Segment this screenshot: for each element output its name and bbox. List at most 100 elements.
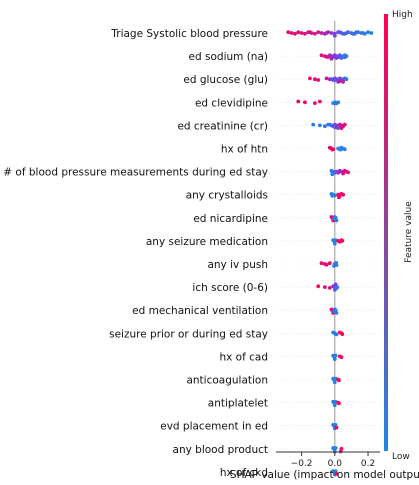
shap-point — [337, 401, 341, 406]
shap-point — [317, 123, 322, 128]
shap-point — [332, 357, 337, 361]
shap-point — [324, 262, 329, 267]
feature-label: ed creatinine (cr) — [177, 120, 268, 132]
shap-point — [303, 100, 307, 105]
feature-label: evd placement in ed — [160, 421, 268, 433]
shap-point — [316, 78, 321, 82]
shap-point — [334, 101, 339, 106]
feature-label: hx of htn — [221, 144, 268, 156]
shap-point — [296, 30, 301, 35]
shap-point — [334, 332, 339, 337]
feature-label: ich score (0-6) — [192, 282, 268, 294]
shap-point — [333, 353, 338, 358]
shap-point — [334, 471, 339, 476]
shap-point — [334, 56, 339, 60]
shap-point — [324, 55, 329, 59]
shap-point — [312, 101, 317, 105]
shap-point — [303, 31, 307, 36]
colorbar-low-label: Low — [392, 452, 410, 462]
shap-point — [312, 77, 317, 82]
shap-point — [332, 309, 336, 314]
feature-label: anticoagulation — [186, 375, 268, 387]
shap-point — [342, 122, 347, 127]
shap-point — [341, 171, 346, 176]
feature-label: seizure prior or during ed stay — [109, 328, 268, 340]
shap-point — [330, 172, 335, 177]
shap-point — [346, 170, 350, 175]
shap-point — [337, 378, 341, 383]
shap-point — [332, 217, 336, 221]
shap-point — [286, 30, 291, 35]
shap-point — [330, 147, 335, 152]
shap-point — [329, 56, 334, 61]
colorbar-high-label: High — [392, 10, 413, 20]
shap-point — [332, 78, 337, 83]
shap-point — [332, 33, 337, 38]
shap-point — [327, 261, 332, 266]
shap-point — [332, 241, 337, 246]
shap-point — [339, 355, 344, 360]
feature-label: any blood product — [173, 444, 268, 456]
shap-point — [341, 31, 346, 36]
shap-point — [339, 56, 344, 60]
shap-point — [311, 122, 316, 127]
feature-label: ed glucose (glu) — [183, 74, 268, 86]
shap-point — [332, 264, 336, 268]
feature-label: antiplatelet — [208, 398, 268, 410]
feature-label: any seizure medication — [146, 236, 268, 248]
feature-label: ed clevidipine — [195, 97, 268, 109]
shap-point — [293, 31, 297, 36]
shap-point — [329, 31, 334, 35]
feature-gridlines — [278, 32, 378, 473]
shap-point — [338, 147, 343, 152]
shap-point — [319, 261, 324, 266]
shap-point — [331, 101, 336, 105]
shap-point — [289, 31, 294, 35]
shap-point — [322, 285, 327, 289]
shap-point — [312, 31, 317, 36]
shap-point — [299, 31, 304, 35]
feature-label: hx of ckd — [220, 467, 268, 479]
colorbar-gradient — [384, 14, 388, 451]
feature-labels: Triage Systolic blood pressure ed sodium … — [0, 28, 268, 479]
shap-point — [324, 31, 329, 35]
shap-point — [351, 31, 355, 36]
shap-point — [337, 330, 342, 335]
shap-point — [319, 31, 324, 35]
x-tick-label: −0.2 — [291, 459, 313, 469]
shap-point — [332, 380, 337, 385]
shap-point — [322, 124, 327, 129]
x-axis-title: SHAP value (impact on model output) — [230, 469, 419, 481]
shap-point — [333, 446, 338, 450]
x-tick-label: 0.2 — [361, 459, 375, 469]
shap-point — [354, 30, 359, 35]
shap-point — [332, 287, 337, 292]
shap-point — [329, 77, 334, 82]
shap-point — [341, 192, 346, 197]
shap-point — [308, 76, 312, 81]
colorbar-title: Feature value — [404, 201, 414, 263]
feature-value-colorbar: High Low Feature value — [384, 10, 414, 462]
shap-point — [340, 239, 345, 243]
shap-point — [337, 30, 342, 35]
feature-label: any iv push — [207, 259, 268, 271]
shap-point — [337, 195, 341, 200]
shap-point — [339, 126, 344, 130]
shap-point — [341, 80, 346, 84]
shap-point — [342, 55, 347, 60]
shap-point — [324, 76, 329, 81]
shap-point — [330, 193, 335, 198]
feature-label: ed mechanical ventilation — [132, 305, 268, 317]
x-axis: −0.2 0.0 0.2 — [276, 451, 380, 469]
shap-point — [342, 147, 347, 152]
shap-point — [366, 30, 370, 35]
feature-label: ed sodium (na) — [189, 51, 268, 63]
feature-label: hx of cad — [219, 351, 268, 363]
feature-label: Triage Systolic blood pressure — [110, 28, 268, 40]
shap-point — [344, 77, 349, 82]
feature-label: ed nicardipine — [193, 213, 268, 225]
shap-point — [369, 31, 374, 35]
shap-point — [336, 170, 341, 175]
feature-label: any crystalloids — [186, 190, 268, 202]
